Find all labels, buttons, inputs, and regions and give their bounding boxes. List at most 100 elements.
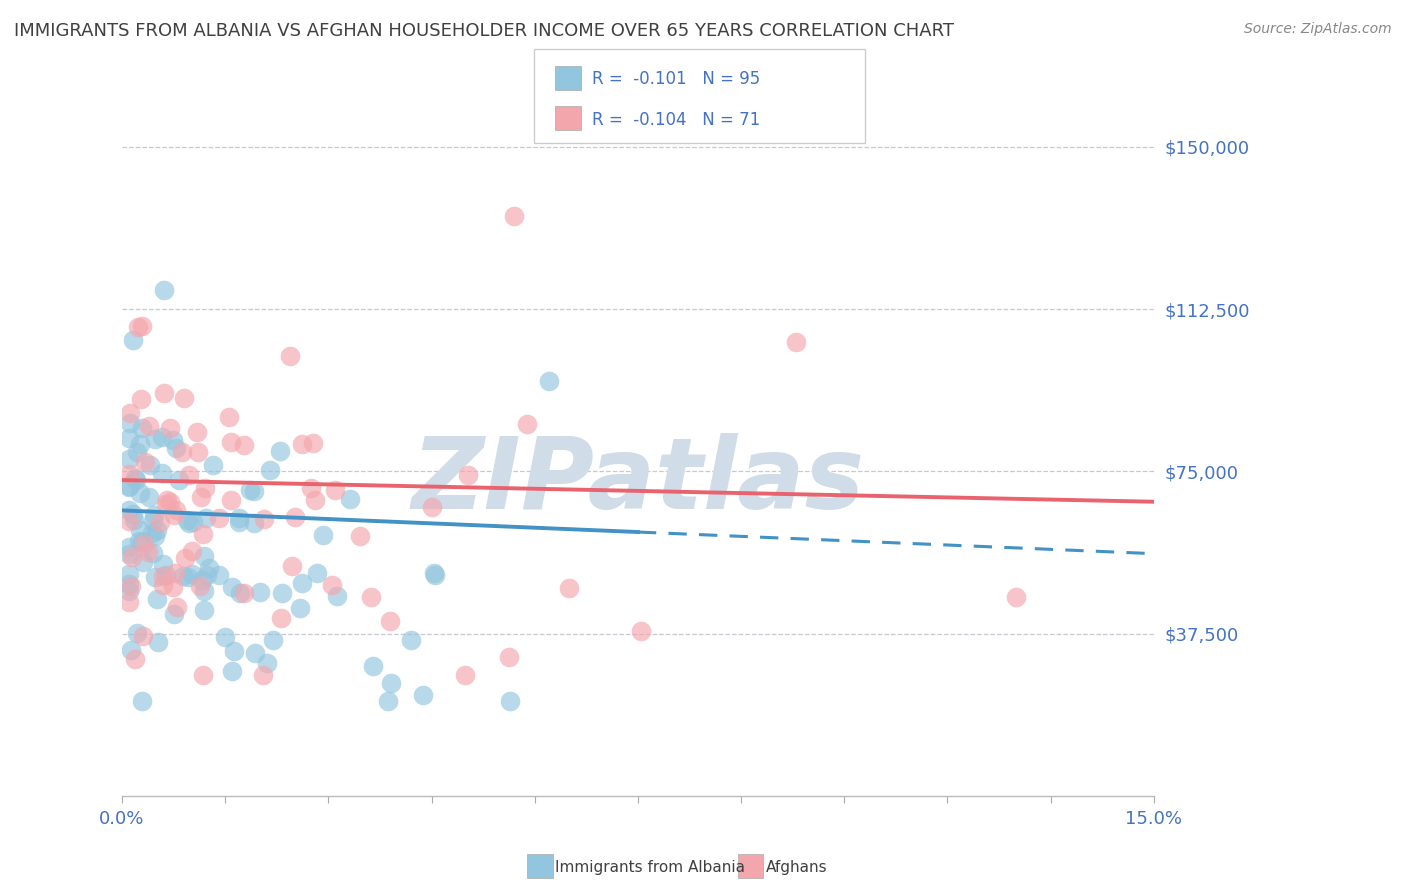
Point (187, 444, 209, 458)
Point (193, 583, 215, 598)
Point (214, 631, 236, 645)
Text: IMMIGRANTS FROM ALBANIA VS AFGHAN HOUSEHOLDER INCOME OVER 65 YEARS CORRELATION C: IMMIGRANTS FROM ALBANIA VS AFGHAN HOUSEH… (14, 22, 955, 40)
Point (142, 514, 165, 528)
Point (361, 658, 384, 673)
Point (120, 406, 142, 420)
Point (159, 495, 181, 509)
Point (269, 444, 291, 458)
Point (127, 626, 149, 640)
Point (118, 480, 141, 494)
Point (208, 568, 231, 582)
Point (228, 510, 250, 524)
Point (302, 436, 325, 450)
Point (118, 431, 141, 445)
Point (190, 491, 212, 505)
Point (129, 523, 152, 537)
Point (222, 644, 245, 658)
Point (127, 319, 149, 334)
Point (208, 511, 231, 525)
Point (124, 652, 146, 666)
Text: R =  -0.104   N = 71: R = -0.104 N = 71 (592, 111, 761, 128)
Point (118, 576, 141, 591)
Point (191, 573, 214, 587)
Point (172, 569, 194, 583)
Point (291, 436, 314, 450)
Point (360, 590, 382, 604)
Point (420, 500, 443, 514)
Point (146, 523, 169, 537)
Point (193, 603, 215, 617)
Point (259, 463, 281, 477)
Point (118, 595, 141, 609)
Point (256, 656, 278, 670)
Point (425, 568, 447, 582)
Point (270, 611, 292, 625)
Point (163, 566, 186, 581)
Point (129, 392, 152, 406)
Point (325, 483, 347, 497)
Point (423, 566, 446, 581)
Point (291, 576, 314, 591)
Point (122, 508, 145, 522)
Point (143, 432, 166, 446)
Point (252, 668, 274, 682)
Point (128, 534, 150, 549)
Point (233, 438, 256, 452)
Point (156, 492, 179, 507)
Point (170, 445, 193, 459)
Point (188, 579, 211, 593)
Point (143, 508, 166, 523)
Point (120, 416, 142, 430)
Point (136, 545, 159, 559)
Point (165, 503, 187, 517)
Point (262, 632, 284, 647)
Point (139, 458, 162, 472)
Point (243, 484, 266, 499)
Point (194, 481, 217, 495)
Point (194, 511, 217, 525)
Text: Immigrants from Albania: Immigrants from Albania (555, 860, 745, 874)
Point (146, 592, 169, 607)
Point (339, 492, 361, 507)
Point (191, 527, 214, 541)
Point (120, 642, 142, 657)
Point (159, 421, 181, 435)
Point (245, 646, 267, 660)
Point (152, 569, 174, 583)
Point (173, 392, 195, 406)
Point (142, 546, 165, 560)
Point (321, 577, 343, 591)
Point (146, 634, 169, 648)
Point (153, 283, 176, 297)
Point (122, 333, 145, 347)
Text: Source: ZipAtlas.com: Source: ZipAtlas.com (1244, 22, 1392, 37)
Point (138, 418, 160, 433)
Point (138, 491, 160, 505)
Point (143, 529, 166, 543)
Point (249, 584, 271, 599)
Point (312, 528, 335, 542)
Point (131, 535, 153, 549)
Point (118, 547, 141, 561)
Point (153, 386, 176, 401)
Point (141, 525, 163, 540)
Point (278, 349, 301, 363)
Point (193, 549, 215, 563)
Point (152, 578, 174, 592)
Point (129, 485, 152, 500)
Point (118, 452, 141, 467)
Point (124, 473, 146, 487)
Point (149, 515, 172, 529)
Point (120, 579, 142, 593)
Text: ZIPatlas: ZIPatlas (412, 434, 865, 531)
Point (162, 508, 184, 522)
Point (118, 567, 141, 582)
Point (162, 433, 184, 447)
Point (307, 566, 329, 580)
Point (131, 420, 153, 434)
Point (118, 503, 141, 517)
Point (176, 513, 198, 527)
Point (181, 544, 204, 558)
Point (498, 649, 520, 664)
Point (132, 537, 155, 551)
